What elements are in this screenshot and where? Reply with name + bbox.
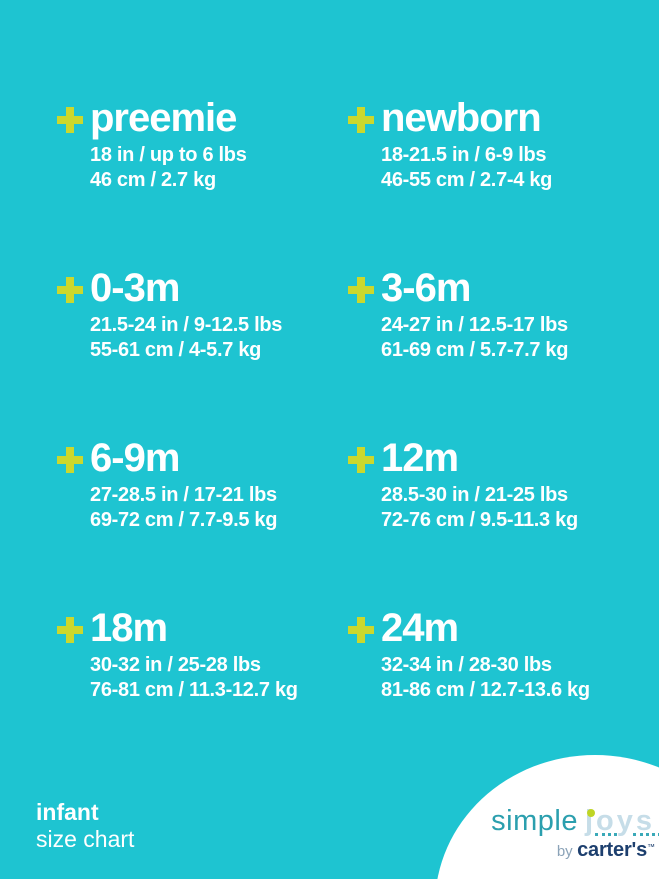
brand-logo: simple joys by carter's™	[488, 805, 659, 862]
plus-icon	[57, 617, 83, 643]
logo-byline: by carter's™	[488, 839, 655, 862]
logo-j-dot-icon	[586, 809, 595, 817]
metric-measurements: 55-61 cm / 4-5.7 kg	[90, 339, 262, 361]
size-entry-preemie: preemie 18 in / up to 6 lbs 46 cm / 2.7 …	[57, 95, 247, 193]
size-entry-newborn: newborn 18-21.5 in / 6-9 lbs 46-55 cm / …	[348, 95, 552, 193]
logo-dotted-underline	[594, 833, 617, 836]
imperial-measurements: 28.5-30 in / 21-25 lbs	[381, 484, 568, 506]
metric-measurements: 69-72 cm / 7.7-9.5 kg	[90, 509, 278, 531]
size-label: 0-3m	[90, 266, 180, 310]
imperial-measurements: 18 in / up to 6 lbs	[90, 144, 247, 166]
size-label: 6-9m	[90, 436, 180, 480]
chart-type-label: size chart	[36, 826, 135, 852]
size-label: 3-6m	[381, 266, 471, 310]
size-entry-24m: 24m 32-34 in / 28-30 lbs 81-86 cm / 12.7…	[348, 605, 590, 703]
size-label: 12m	[381, 436, 459, 480]
plus-icon	[348, 107, 374, 133]
plus-icon	[57, 277, 83, 303]
size-label: 18m	[90, 606, 168, 650]
logo-carters-text: carter's	[577, 839, 647, 861]
plus-icon	[348, 277, 374, 303]
size-label: 24m	[381, 606, 459, 650]
metric-measurements: 46 cm / 2.7 kg	[90, 169, 216, 191]
size-entry-18m: 18m 30-32 in / 25-28 lbs 76-81 cm / 11.3…	[57, 605, 298, 703]
imperial-measurements: 21.5-24 in / 9-12.5 lbs	[90, 314, 283, 336]
plus-icon	[348, 447, 374, 473]
metric-measurements: 76-81 cm / 11.3-12.7 kg	[90, 679, 298, 701]
chart-title: infant size chart	[36, 799, 134, 853]
size-entry-0-3m: 0-3m 21.5-24 in / 9-12.5 lbs 55-61 cm / …	[57, 265, 282, 363]
plus-icon	[57, 447, 83, 473]
size-entry-3-6m: 3-6m 24-27 in / 12.5-17 lbs 61-69 cm / 5…	[348, 265, 568, 363]
logo-simple-text: simple	[491, 805, 578, 837]
logo-joys-text: joys	[584, 805, 655, 837]
plus-icon	[57, 107, 83, 133]
metric-measurements: 81-86 cm / 12.7-13.6 kg	[381, 679, 590, 701]
imperial-measurements: 24-27 in / 12.5-17 lbs	[381, 314, 568, 336]
logo-dotted-underline	[632, 833, 659, 836]
size-label: preemie	[90, 96, 237, 140]
imperial-measurements: 18-21.5 in / 6-9 lbs	[381, 144, 547, 166]
logo-joys-wrap: joys	[584, 805, 659, 837]
logo-by-text: by	[556, 843, 573, 860]
imperial-measurements: 32-34 in / 28-30 lbs	[381, 654, 552, 676]
imperial-measurements: 30-32 in / 25-28 lbs	[90, 654, 261, 676]
trademark-symbol: ™	[647, 842, 655, 852]
metric-measurements: 61-69 cm / 5.7-7.7 kg	[381, 339, 569, 361]
metric-measurements: 46-55 cm / 2.7-4 kg	[381, 169, 553, 191]
size-label: newborn	[381, 96, 542, 140]
size-entry-12m: 12m 28.5-30 in / 21-25 lbs 72-76 cm / 9.…	[348, 435, 578, 533]
logo-wordmark: simple joys	[488, 805, 659, 837]
imperial-measurements: 27-28.5 in / 17-21 lbs	[90, 484, 277, 506]
plus-icon	[348, 617, 374, 643]
metric-measurements: 72-76 cm / 9.5-11.3 kg	[381, 509, 578, 531]
chart-category-label: infant	[36, 799, 99, 825]
size-entry-6-9m: 6-9m 27-28.5 in / 17-21 lbs 69-72 cm / 7…	[57, 435, 277, 533]
